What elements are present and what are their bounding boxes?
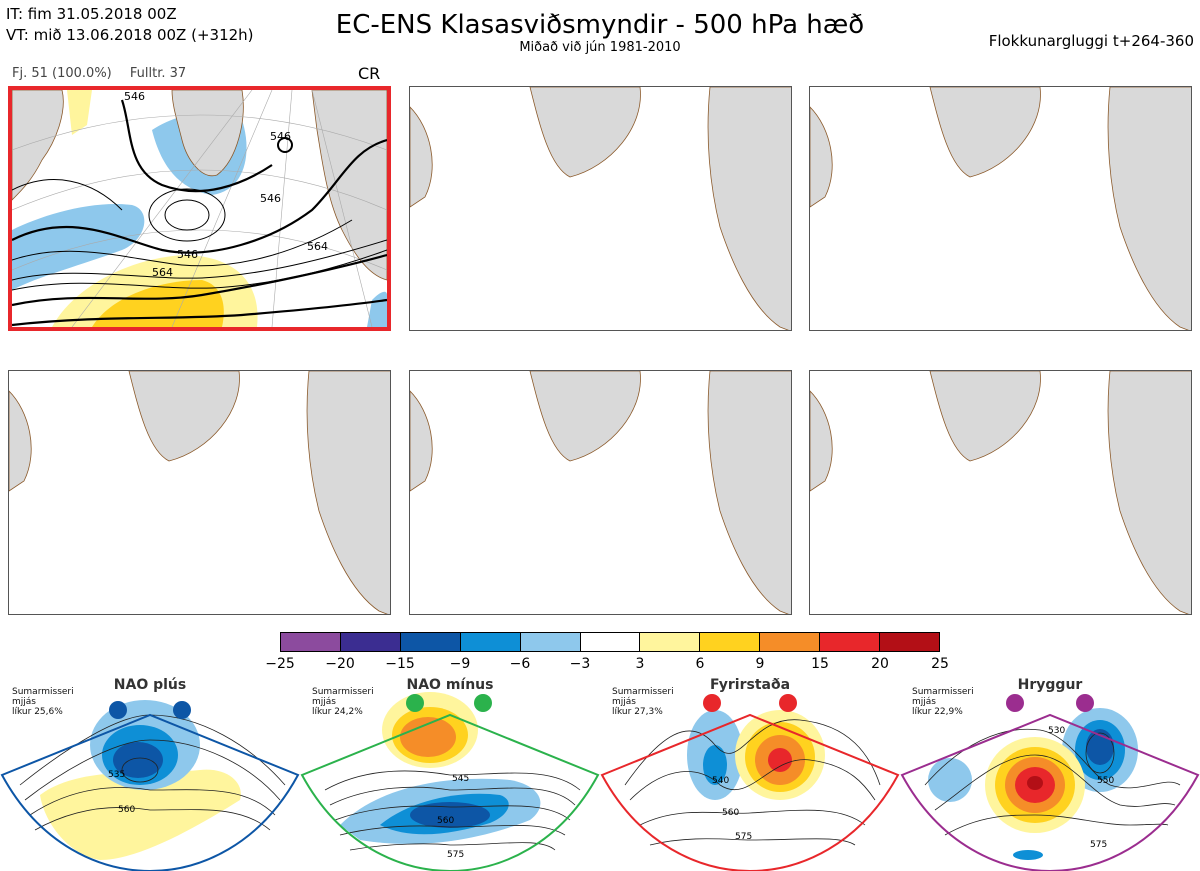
cluster-map-6[interactable] [809,370,1192,615]
cluster-map-3[interactable] [809,86,1192,331]
regime-meta: Sumarmisseri mjjás líkur 22,9% [912,687,974,717]
regime-scale: mjjás [612,697,636,707]
cluster-map-4[interactable] [8,370,391,615]
regime-season: Sumarmisseri [612,687,674,697]
regime-ridge-map: 530 550 575 [900,694,1200,871]
regime-probability: líkur 25,6% [12,707,63,717]
regime-name: NAO plús [113,677,187,693]
regime-ridge[interactable]: 530 550 575 Hryggur Sumarmisseri mjjás l… [900,675,1200,871]
regime-season: Sumarmisseri [12,687,74,697]
regime-blocking[interactable]: 540 560 575 Fyrirstaða Sumarmisseri mjjá… [600,675,900,871]
coastline-svg [810,87,1191,330]
coastline-svg [810,371,1191,614]
initial-time: IT: fim 31.05.2018 00Z [6,5,177,23]
classification-window: Flokkunargluggi t+264-360 [988,32,1194,50]
regime-meta: Sumarmisseri mjjás líkur 27,3% [612,687,674,717]
page-title: EC-ENS Klasasviðsmyndir - 500 hPa hæð [335,10,865,40]
regime-name: Fyrirstaða [709,677,791,693]
contour-label: 546 [260,192,281,205]
regime-marker [1006,694,1024,712]
regime-label: 575 [735,832,752,842]
colorbar-tick: 9 [755,656,765,672]
colorbar-swatch [760,633,821,651]
colorbar-swatch [640,633,701,651]
colorbar-tick: 6 [695,656,705,672]
regime-season: Sumarmisseri [312,687,374,697]
contour-label: 564 [307,240,328,253]
cluster-info: Fj. 51 (100.0%) Fulltr. 37 [12,66,200,81]
regime-marker [173,701,191,719]
coastline-svg [410,87,791,330]
colorbar-swatch [400,633,461,651]
colorbar-swatch [880,633,939,651]
regime-label: 575 [1090,840,1107,850]
regime-label: 560 [722,808,739,818]
regime-label: 540 [712,776,729,786]
regime-scale: mjjás [12,697,36,707]
regime-meta: Sumarmisseri mjjás líkur 24,2% [312,687,374,717]
cluster-members: Fj. 51 (100.0%) [12,66,112,81]
contour-label: 564 [152,266,173,279]
colorbar-tick: −6 [509,656,531,672]
cluster-representative: Fulltr. 37 [129,66,187,81]
regime-nao-minus-map: 545 560 575 [300,692,600,871]
regime-probability: líkur 22,9% [912,707,963,717]
cluster-map-1-svg: 546 546 546 546 564 564 [12,90,387,327]
colorbar-swatch [520,633,581,651]
colorbar-swatch [340,633,401,651]
colorbar-swatch [580,633,641,651]
regime-label: 530 [1048,726,1065,736]
coastline-svg [9,371,390,614]
colorbar-tick: −9 [449,656,471,672]
regime-nao-minus[interactable]: 545 560 575 NAO mínus Sumarmisseri mjjás… [300,675,600,871]
regime-scale: mjjás [312,697,336,707]
regime-label: 575 [447,850,464,860]
regime-name: Hryggur [1017,677,1083,693]
colorbar-swatch [281,633,341,651]
regime-blocking-map: 540 560 575 [600,694,900,871]
regime-marker [703,694,721,712]
regime-marker [474,694,492,712]
colorbar-tick: 20 [871,656,889,672]
page-subtitle: Miðað við jún 1981-2010 [519,40,681,55]
colorbar-swatch [700,633,761,651]
cluster-map-2[interactable] [409,86,792,331]
regime-code: CR [358,64,381,83]
anomaly-colorbar [280,632,940,652]
colorbar-tick: 25 [931,656,949,672]
coastline-svg [410,371,791,614]
colorbar-swatch [820,633,881,651]
cluster-map-5[interactable] [409,370,792,615]
colorbar-swatch [460,633,521,651]
header-left: IT: fim 31.05.2018 00Z VT: mið 13.06.201… [6,4,254,46]
colorbar-tick: −20 [325,656,355,672]
regime-label: 550 [1097,776,1114,786]
colorbar-tick: −3 [569,656,591,672]
regime-marker [109,701,127,719]
contour-label: 546 [270,130,291,143]
regime-label: 560 [118,805,135,815]
regime-scale: mjjás [912,697,936,707]
regime-marker [1076,694,1094,712]
regime-meta: Sumarmisseri mjjás líkur 25,6% [12,687,74,717]
regime-nao-plus-map: 535 560 [0,700,300,871]
regime-marker [779,694,797,712]
regime-name: NAO mínus [406,677,494,693]
regime-season: Sumarmisseri [912,687,974,697]
regime-label: 560 [437,816,454,826]
regime-probability: líkur 24,2% [312,707,363,717]
colorbar-tick: −25 [265,656,295,672]
regime-nao-plus[interactable]: 535 560 NAO plús Sumarmisseri mjjás líku… [0,675,300,871]
colorbar-tick: −15 [385,656,415,672]
regime-label: 535 [108,770,125,780]
contour-label: 546 [124,90,145,103]
colorbar-tick: 3 [635,656,645,672]
regime-label: 545 [452,774,469,784]
cluster-map-1[interactable]: 546 546 546 546 564 564 [8,86,391,331]
contour-label: 546 [177,248,198,261]
regime-marker [406,694,424,712]
valid-time: VT: mið 13.06.2018 00Z (+312h) [6,26,254,44]
regime-probability: líkur 27,3% [612,707,663,717]
colorbar-tick: 15 [811,656,829,672]
